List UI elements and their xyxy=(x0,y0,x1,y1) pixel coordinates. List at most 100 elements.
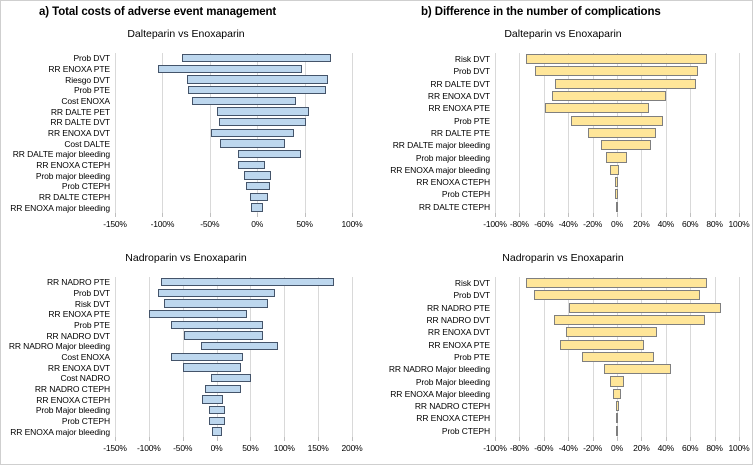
range-bar xyxy=(554,78,697,89)
gridline xyxy=(739,277,740,437)
category-label: RR NADRO Major bleeding xyxy=(388,364,490,375)
category-label: Cost ENOXA xyxy=(61,95,110,106)
chart-title: Dalteparin vs Enoxaparin xyxy=(127,28,245,40)
gridline xyxy=(209,53,211,213)
y-axis-labels: Risk DVT Prob DVT RR DALTE DVT RR ENOXA DVT… xyxy=(377,53,495,230)
chart-costs-nadroparin: Nadroparin vs Enoxaparin RR NADRO PTE Prob… xyxy=(7,252,365,454)
category-label: RR ENOXA DVT xyxy=(47,362,110,373)
axis-tick-marks xyxy=(495,437,740,441)
category-label: Cost NADRO xyxy=(60,373,110,384)
tick-mark xyxy=(641,213,643,217)
x-axis-labels: -150% -100% -50% 0% 50% 100% 150% 200% xyxy=(103,441,362,454)
tick-label: -20% xyxy=(583,443,603,453)
tick-label: -100% xyxy=(150,219,175,229)
tick-label: 80% xyxy=(706,219,723,229)
range-bar xyxy=(613,388,621,399)
category-label: RR NADRO Major bleeding xyxy=(8,341,110,352)
range-bar xyxy=(565,327,658,338)
category-label: Prob major bleeding xyxy=(415,152,490,163)
range-bar xyxy=(245,182,271,191)
range-bar xyxy=(525,54,708,65)
tick-label: -150% xyxy=(103,443,127,453)
category-label: Prob DVT xyxy=(73,287,110,298)
gridline xyxy=(352,53,353,213)
tick-mark xyxy=(568,213,570,217)
category-label: RR ENOXA PTE xyxy=(428,339,490,350)
plot-column: -150% -100% -50% 0% 50% 100% 150% 200% xyxy=(103,277,365,454)
tick-mark xyxy=(284,437,286,441)
tick-label: -100% xyxy=(137,443,161,453)
tick-mark xyxy=(568,437,570,441)
section-title-a: a) Total costs of adverse event manageme… xyxy=(39,6,277,18)
y-axis-labels: Prob DVT RR ENOXA PTE Riesgo DVT Prob PTE Co… xyxy=(7,53,115,230)
range-bar xyxy=(157,288,276,298)
range-bar xyxy=(601,140,652,151)
range-bar xyxy=(200,342,278,351)
category-label: RR ENOXA DVT xyxy=(47,127,110,138)
tick-mark xyxy=(216,437,218,441)
tick-label: -100% xyxy=(483,219,507,229)
range-bar xyxy=(616,413,619,424)
category-label: Prob CTEPH xyxy=(441,189,490,200)
category-label: RR NADRO PTE xyxy=(46,277,110,288)
range-bar xyxy=(220,139,285,148)
tick-mark xyxy=(739,437,740,441)
range-bar xyxy=(161,278,335,287)
x-axis-labels: -150% -100% -50% 0% 50% 100% xyxy=(103,217,362,230)
category-label: Prob CTEPH xyxy=(61,415,110,426)
range-bar xyxy=(606,152,627,163)
category-label: RR ENOXA CTEPH xyxy=(36,159,110,170)
axis-tick-marks xyxy=(115,437,353,441)
category-label: RR ENOXA PTE xyxy=(48,63,110,74)
tick-mark xyxy=(250,437,252,441)
gridline xyxy=(495,277,496,437)
category-label: RR ENOXA CTEPH xyxy=(416,177,490,188)
plot-column: -150% -100% -50% 0% 50% 100% xyxy=(103,53,365,230)
tick-label: 50% xyxy=(296,219,313,229)
range-bar xyxy=(250,203,263,212)
gridline xyxy=(115,277,116,437)
tick-label: 200% xyxy=(341,443,363,453)
range-bar xyxy=(209,416,225,426)
plot-area xyxy=(495,53,740,213)
tick-label: 100% xyxy=(341,219,363,229)
category-label: RR ENOXA major bleeding xyxy=(10,426,110,437)
plot-area xyxy=(115,53,353,213)
range-bar xyxy=(570,115,664,126)
category-label: Prob DVT xyxy=(453,66,490,77)
range-bar xyxy=(210,128,295,138)
range-bar xyxy=(170,320,263,330)
category-label: Risk DVT xyxy=(454,278,490,289)
tick-mark xyxy=(592,213,594,217)
tick-mark xyxy=(257,213,259,217)
tick-label: 100% xyxy=(273,443,295,453)
gridline xyxy=(519,53,521,213)
range-bar xyxy=(211,374,252,383)
tick-label: 50% xyxy=(242,443,259,453)
gridline xyxy=(690,53,692,213)
tick-label: 40% xyxy=(657,219,675,229)
category-label: RR ENOXA major bleeding xyxy=(390,164,490,175)
tick-mark xyxy=(543,437,545,441)
range-bar xyxy=(603,364,671,375)
category-label: RR ENOXA CTEPH xyxy=(36,394,110,405)
category-label: RR DALTE CTEPH xyxy=(38,191,110,202)
gridline xyxy=(495,53,496,213)
tick-label: -60% xyxy=(534,219,554,229)
plot-column: -100% -80% -60% -40% -20% 0% 20% 40% 60% 80% 100% xyxy=(483,53,750,230)
tick-label: 0% xyxy=(251,219,264,229)
tick-label: 0% xyxy=(611,443,623,453)
range-bar xyxy=(171,352,243,362)
gridline xyxy=(519,277,521,437)
category-label: RR ENOXA CTEPH xyxy=(416,413,490,424)
category-label: RR NADRO CTEPH xyxy=(414,401,490,412)
category-label: Prob PTE xyxy=(453,115,490,126)
range-bar xyxy=(545,103,649,114)
range-bar xyxy=(535,66,698,77)
tick-mark xyxy=(665,437,667,441)
category-label: Prob Major bleeding xyxy=(415,376,490,387)
category-label: Prob CTEPH xyxy=(61,181,110,192)
gridline xyxy=(318,277,320,437)
range-bar xyxy=(219,118,306,127)
tick-label: 100% xyxy=(728,219,750,229)
